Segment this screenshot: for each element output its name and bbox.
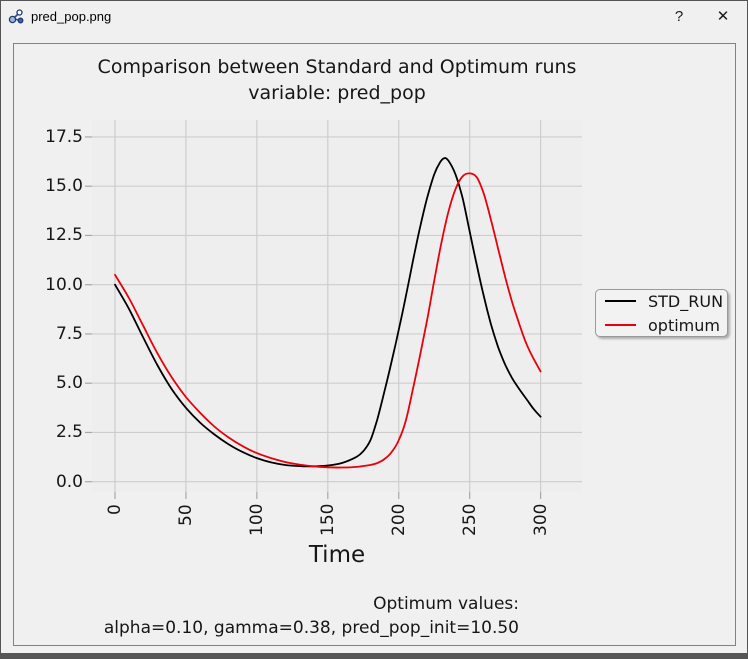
chart-title-line1: Comparison between Standard and Optimum …	[97, 56, 577, 78]
y-tick-label-5.0: 5.0	[55, 373, 83, 394]
curve-optimum	[114, 172, 542, 469]
y-tick-label-12.5: 12.5	[45, 225, 83, 246]
legend-label-std-run: STD_RUN	[648, 291, 724, 311]
x-tick-label-150: 150	[317, 503, 338, 536]
figure-canvas: Comparison between Standard and Optimum …	[13, 43, 736, 646]
annotation-line2: alpha=0.10, gamma=0.38, pred_pop_init=10…	[103, 618, 519, 638]
y-tick-label-10.0: 10.0	[45, 274, 83, 295]
app-icon	[8, 8, 24, 23]
x-tick-label-0: 0	[105, 504, 125, 515]
optimum-values-annotation: Optimum values: alpha=0.10, gamma=0.38, …	[104, 592, 519, 640]
x-axis-label: Time	[308, 542, 366, 568]
window-bottom-edge	[1, 653, 747, 658]
plot-background	[92, 120, 582, 492]
chart-title: Comparison between Standard and Optimum …	[80, 54, 594, 106]
legend-line-sample-optimum	[605, 324, 636, 326]
legend-label-optimum: optimum	[648, 315, 720, 335]
legend-entry-std-run: STD_RUN	[596, 292, 727, 311]
window-title: pred_pop.png	[31, 8, 112, 24]
x-tick-label-250: 250	[459, 503, 480, 536]
titlebar: pred_pop.png ? ✕	[1, 1, 747, 31]
gridlines	[92, 120, 582, 492]
curve-std_run	[114, 157, 542, 468]
x-tick-label-200: 200	[388, 503, 409, 536]
y-tick-label-7.5: 7.5	[55, 323, 83, 344]
annotation-line1: Optimum values:	[373, 594, 519, 614]
y-tick-label-0.0: 0.0	[55, 471, 83, 492]
tick-marks	[85, 136, 542, 499]
plot-area	[85, 120, 582, 499]
x-tick-label-300: 300	[530, 503, 551, 536]
legend: STD_RUN optimum	[595, 289, 728, 337]
y-tick-label-15.0: 15.0	[45, 176, 83, 197]
x-tick-label-100: 100	[246, 503, 267, 536]
chart-title-line2: variable: pred_pop	[248, 82, 426, 105]
legend-entry-optimum: optimum	[596, 316, 727, 335]
y-tick-label-2.5: 2.5	[55, 422, 83, 443]
help-button[interactable]: ?	[657, 1, 701, 31]
close-button[interactable]: ✕	[701, 1, 745, 31]
data-curves	[114, 157, 542, 469]
y-tick-label-17.5: 17.5	[45, 126, 83, 147]
legend-line-sample-std-run	[605, 300, 636, 302]
x-tick-label-50: 50	[175, 504, 196, 526]
